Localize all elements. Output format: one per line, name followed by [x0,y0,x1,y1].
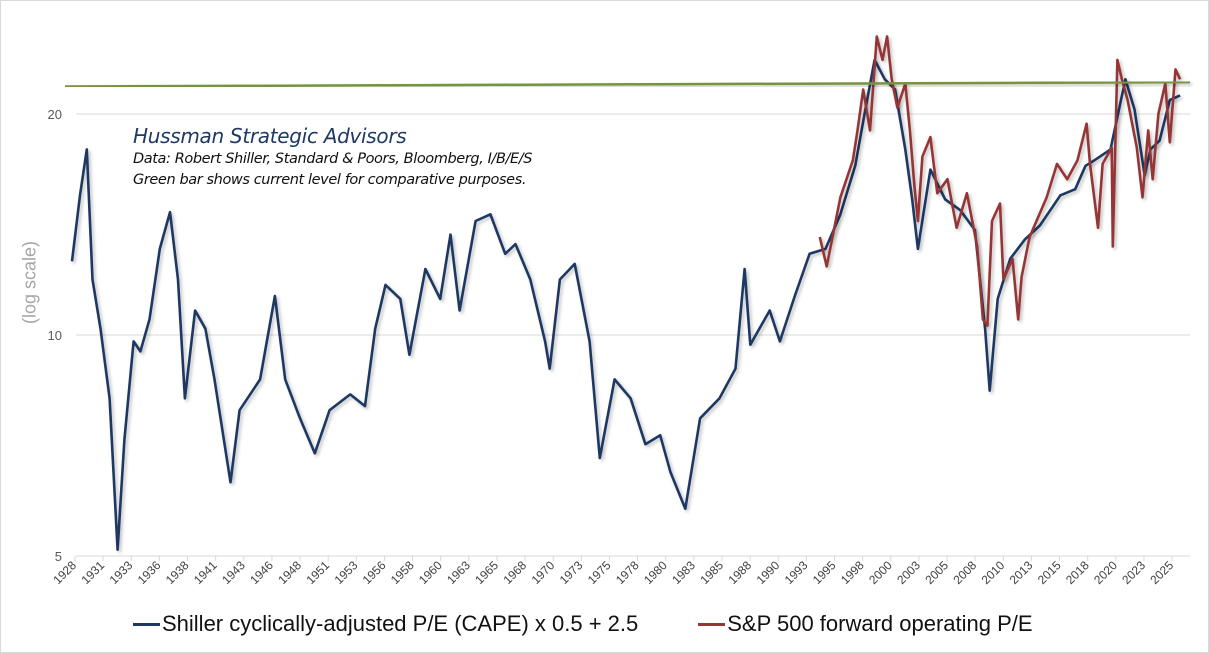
x-tick-label: 1941 [191,558,220,587]
x-tick-label: 1960 [416,558,445,587]
x-tick-label: 2013 [1007,558,1036,587]
y-tick-label: 10 [48,328,62,343]
x-tick-label: 1963 [444,558,473,587]
annotation-title: Hussman Strategic Advisors [133,124,407,148]
x-tick-label: 2005 [922,558,951,587]
x-tick-label: 1993 [782,558,811,587]
x-tick-label: 1938 [163,558,192,587]
y-tick-label: 5 [55,549,62,564]
legend-swatch-forward-pe [698,622,726,626]
series-line-forward-pe [818,35,1182,327]
x-tick-label: 1990 [754,558,783,587]
x-tick-label: 1988 [725,558,754,587]
x-tick-label: 1946 [247,558,276,587]
legend-item-forward-pe: S&P 500 forward operating P/E [698,611,1033,637]
legend-item-cape: Shiller cyclically-adjusted P/E (CAPE) x… [133,611,638,637]
y-tick-label: 20 [48,107,62,122]
x-tick-label: 1970 [529,558,558,587]
legend-swatch-cape [133,622,160,626]
annotation-data-source: Data: Robert Shiller, Standard & Poors, … [133,151,533,167]
annotation-green-bar-note: Green bar shows current level for compar… [133,172,527,188]
y-axis-label: (log scale) [19,240,40,325]
x-tick-label: 1951 [304,558,333,587]
x-tick-label: 1973 [557,558,586,587]
legend-label-forward-pe: S&P 500 forward operating P/E [727,611,1033,636]
x-tick-label: 2020 [1091,558,1120,587]
x-tick-label: 2000 [866,558,895,587]
x-tick-label: 1956 [360,558,389,587]
x-tick-label: 2025 [1147,558,1176,587]
x-tick-label: 1933 [107,558,136,587]
x-tick-label: 1980 [641,558,670,587]
x-tick-label: 2008 [950,558,979,587]
x-tick-label: 2018 [1063,558,1092,587]
x-tick-label: 1995 [810,558,839,587]
legend: Shiller cyclically-adjusted P/E (CAPE) x… [133,611,1093,637]
legend-label-cape: Shiller cyclically-adjusted P/E (CAPE) x… [162,611,639,636]
x-tick-label: 1965 [472,558,501,587]
x-tick-label: 1953 [332,558,361,587]
x-tick-label: 1975 [585,558,614,587]
x-tick-label: 2023 [1119,558,1148,587]
x-tick-label: 1948 [275,558,304,587]
x-tick-label: 1968 [500,558,529,587]
x-tick-label: 2003 [894,558,923,587]
x-tick-label: 2015 [1035,558,1064,587]
x-tick-label: 1931 [78,558,107,587]
x-tick-label: 1985 [697,558,726,587]
x-tick-label: 1958 [388,558,417,587]
x-tick-label: 1983 [669,558,698,587]
x-tick-label: 1943 [219,558,248,587]
x-tick-label: 1978 [613,558,642,587]
x-tick-label: 2010 [979,558,1008,587]
x-tick-label: 1936 [135,558,164,587]
x-tick-label: 1998 [838,558,867,587]
series-line-cape [70,58,1181,552]
current-level-reference-line [64,80,1191,88]
